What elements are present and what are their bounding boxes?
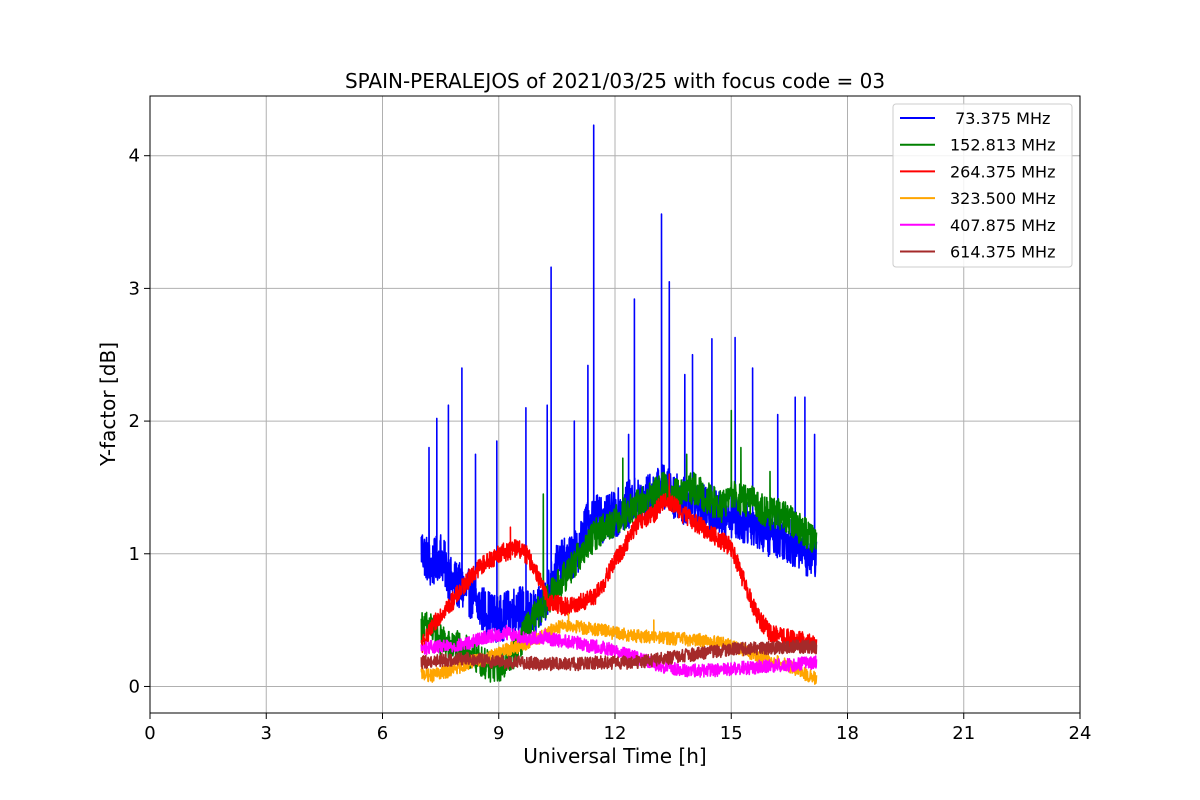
x-tick-label: 24 — [1069, 723, 1092, 744]
x-tick-label: 15 — [720, 723, 743, 744]
series-line — [420, 624, 818, 678]
x-axis-label: Universal Time [h] — [523, 744, 706, 768]
series-layer — [420, 124, 818, 685]
series-line — [420, 124, 818, 643]
x-tick-label: 0 — [144, 723, 155, 744]
series-line — [420, 473, 818, 654]
legend: 73.375 MHz 152.813 MHz 264.375 MHz 323.500 … — [892, 103, 1073, 268]
x-tick-label: 9 — [493, 723, 504, 744]
y-axis-label: Y-factor [dB] — [96, 342, 120, 467]
y-tick-label: 0 — [129, 676, 140, 697]
legend-box — [892, 103, 1073, 268]
y-tick-label: 2 — [129, 411, 140, 432]
chart-title: SPAIN-PERALEJOS of 2021/03/25 with focus… — [345, 69, 885, 93]
y-tick-label: 4 — [129, 146, 140, 167]
x-tick-label: 12 — [604, 723, 627, 744]
y-tick-label: 1 — [129, 544, 140, 565]
series-line — [420, 639, 818, 672]
legend-label: 407.875 MHz — [950, 216, 1055, 235]
x-tick-label: 18 — [836, 723, 859, 744]
legend-label: 614.375 MHz — [950, 243, 1055, 262]
y-tick-label: 3 — [129, 278, 140, 299]
legend-label: 152.813 MHz — [950, 136, 1055, 155]
legend-label: 264.375 MHz — [950, 162, 1055, 181]
x-tick-label: 6 — [377, 723, 388, 744]
legend-label: 323.500 MHz — [950, 189, 1055, 208]
x-tick-label: 21 — [952, 723, 975, 744]
x-tick-label: 3 — [261, 723, 272, 744]
legend-label: 73.375 MHz — [950, 109, 1050, 128]
